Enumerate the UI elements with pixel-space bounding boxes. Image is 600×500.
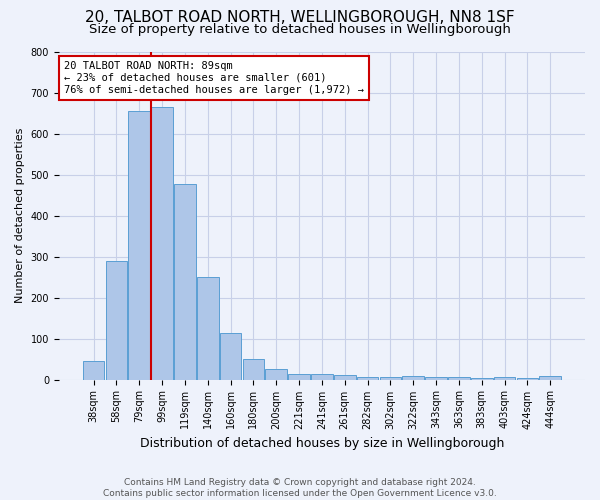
Bar	[357, 376, 379, 380]
Bar	[425, 377, 447, 380]
Bar	[311, 374, 333, 380]
Bar	[242, 359, 264, 380]
Bar	[151, 107, 173, 380]
X-axis label: Distribution of detached houses by size in Wellingborough: Distribution of detached houses by size …	[140, 437, 504, 450]
Bar	[517, 378, 538, 380]
Bar	[539, 376, 561, 380]
Y-axis label: Number of detached properties: Number of detached properties	[15, 128, 25, 303]
Bar	[174, 184, 196, 380]
Bar	[448, 376, 470, 380]
Bar	[197, 277, 218, 380]
Bar	[288, 374, 310, 380]
Bar	[106, 260, 127, 380]
Bar	[265, 370, 287, 380]
Text: 20, TALBOT ROAD NORTH, WELLINGBOROUGH, NN8 1SF: 20, TALBOT ROAD NORTH, WELLINGBOROUGH, N…	[85, 10, 515, 25]
Bar	[334, 376, 356, 380]
Text: Contains HM Land Registry data © Crown copyright and database right 2024.
Contai: Contains HM Land Registry data © Crown c…	[103, 478, 497, 498]
Bar	[83, 361, 104, 380]
Bar	[403, 376, 424, 380]
Bar	[494, 376, 515, 380]
Bar	[128, 111, 150, 380]
Text: 20 TALBOT ROAD NORTH: 89sqm
← 23% of detached houses are smaller (601)
76% of se: 20 TALBOT ROAD NORTH: 89sqm ← 23% of det…	[64, 62, 364, 94]
Bar	[471, 378, 493, 380]
Bar	[220, 333, 241, 380]
Bar	[380, 377, 401, 380]
Text: Size of property relative to detached houses in Wellingborough: Size of property relative to detached ho…	[89, 22, 511, 36]
